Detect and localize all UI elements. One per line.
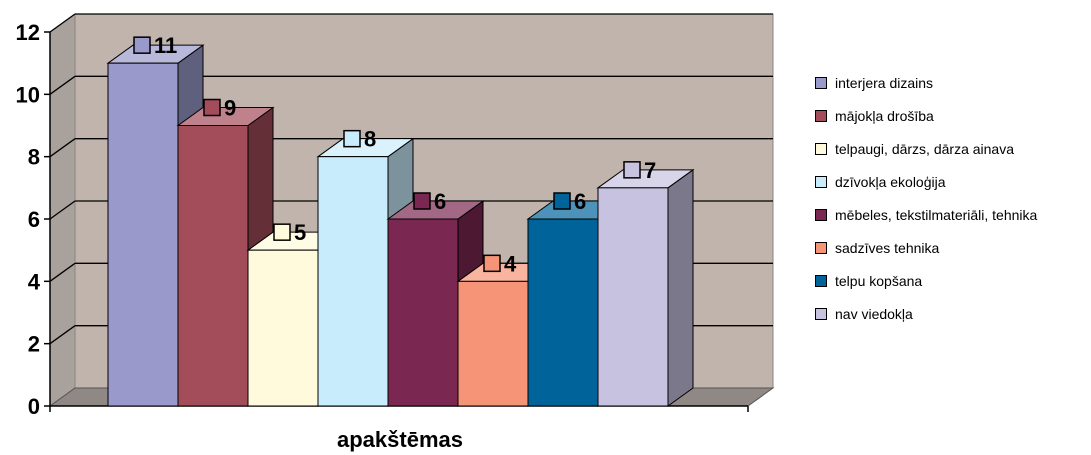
data-label-marker — [553, 192, 571, 210]
legend-label: mēbeles, tekstilmateriāli, tehnika — [835, 207, 1038, 223]
data-label: 11 — [154, 33, 177, 58]
gridline-side — [49, 75, 76, 95]
bar — [596, 168, 695, 407]
legend-swatch — [815, 143, 827, 155]
gridline-side — [49, 13, 76, 33]
legend-swatch — [815, 275, 827, 287]
legend-item: telpaugi, dārzs, dārza ainava — [812, 140, 1091, 173]
bar-front — [387, 218, 459, 407]
legend-item: interjera dizains — [812, 74, 1091, 107]
data-label: 7 — [644, 158, 656, 183]
legend-item: telpu kopšana — [812, 272, 1091, 305]
data-label-marker — [413, 192, 431, 210]
legend-item: mēbeles, tekstilmateriāli, tehnika — [812, 206, 1091, 239]
data-label: 9 — [224, 96, 236, 121]
data-label: 6 — [574, 189, 586, 214]
y-tick-label: 10 — [16, 82, 40, 107]
legend-label: dzīvokļa ekoloģija — [835, 174, 946, 190]
bar-front — [177, 125, 249, 407]
data-label-marker — [203, 98, 221, 117]
bar-front — [247, 249, 319, 407]
data-label-marker — [273, 223, 291, 241]
data-label: 4 — [504, 251, 517, 276]
y-tick-label: 0 — [28, 394, 40, 419]
legend-swatch — [815, 308, 827, 320]
legend-item: mājokļa drošība — [812, 107, 1091, 140]
legend-label: telpu kopšana — [835, 273, 923, 289]
data-label: 5 — [294, 220, 306, 245]
y-tick-label: 8 — [28, 145, 40, 170]
legend: interjera dizains mājokļa drošība telpau… — [812, 74, 1091, 338]
bar-front — [107, 62, 179, 407]
legend-label: mājokļa drošība — [835, 108, 934, 124]
legend-swatch — [815, 176, 827, 188]
data-label-marker — [483, 254, 501, 273]
bar-front — [317, 156, 389, 407]
legend-item: sadzīves tehnika — [812, 239, 1091, 272]
data-label: 8 — [364, 127, 376, 152]
legend-label: sadzīves tehnika — [835, 240, 940, 256]
y-tick-label: 2 — [28, 332, 40, 357]
data-label: 6 — [434, 189, 446, 214]
legend-swatch — [815, 110, 827, 122]
data-label-marker — [623, 161, 641, 179]
legend-item: dzīvokļa ekoloģija — [812, 173, 1091, 206]
y-tick-label: 12 — [16, 20, 40, 45]
legend-swatch — [815, 209, 827, 221]
bar-side — [667, 168, 694, 407]
legend-swatch — [815, 77, 827, 89]
legend-swatch — [815, 242, 827, 254]
legend-label: telpaugi, dārzs, dārza ainava — [835, 141, 1014, 157]
legend-label: nav viedokļa — [835, 306, 913, 322]
data-label-marker — [343, 129, 361, 148]
legend-item: nav viedokļa — [812, 305, 1091, 338]
gridline-side — [49, 262, 76, 282]
bar-front — [597, 187, 669, 407]
legend-label: interjera dizains — [835, 75, 934, 91]
gridline-side — [49, 200, 76, 220]
data-label-marker — [133, 36, 151, 54]
x-category-label: apakštēmas — [337, 427, 463, 452]
gridline-side — [49, 325, 76, 345]
bar-front — [457, 280, 529, 407]
bar-front — [527, 218, 599, 407]
y-tick-label: 6 — [28, 207, 40, 232]
gridline-side — [49, 138, 76, 158]
y-tick-label: 4 — [28, 269, 41, 294]
